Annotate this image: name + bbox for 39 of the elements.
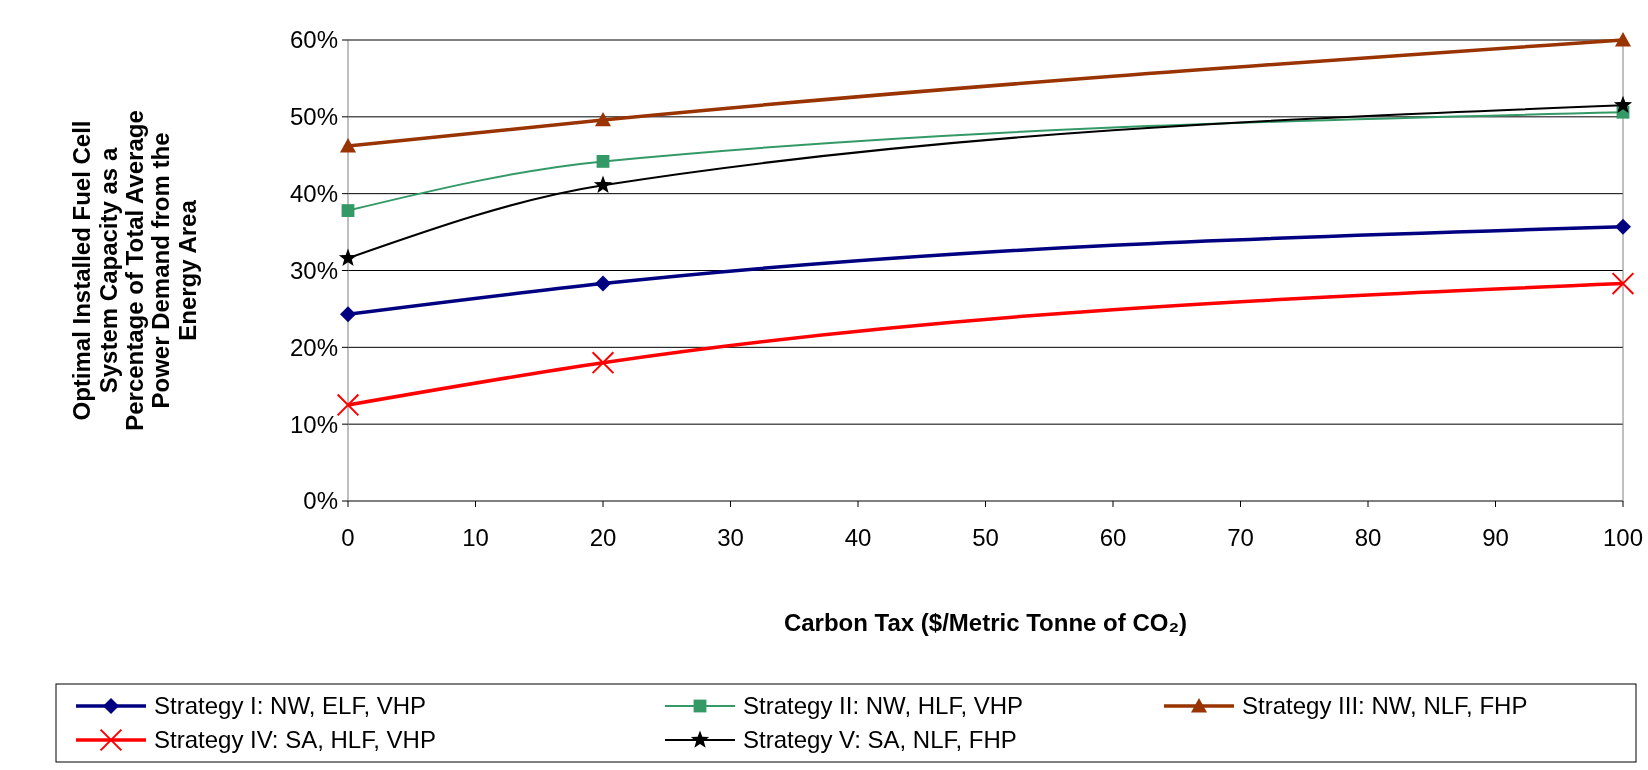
- y-tick-label: 0%: [303, 487, 338, 515]
- legend-label: Strategy II: NW, HLF, VHP: [743, 692, 1024, 720]
- point: [338, 248, 358, 266]
- point: [1615, 218, 1631, 235]
- point: [1613, 95, 1633, 114]
- point: [593, 175, 613, 193]
- point: [596, 155, 610, 168]
- point: [1615, 32, 1631, 47]
- point: [591, 351, 615, 375]
- x-tick-label: 90: [1482, 524, 1509, 551]
- point: [340, 138, 356, 153]
- legend-label: Strategy V: SA, NLF, FHP: [743, 726, 1017, 754]
- x-tick-label: 30: [717, 524, 744, 551]
- y-tick-label: 30%: [289, 256, 338, 284]
- y-tick-label: 20%: [289, 333, 338, 361]
- y-axis-title: Optimal Installed Fuel Cell System Capacity as a Percentage of Total Average Power Demand from the Energy Area: [68, 110, 201, 431]
- legend-label: Strategy I: NW, ELF, VHP: [154, 692, 427, 720]
- y-tick-label: 10%: [289, 410, 338, 438]
- y-tick-label: 50%: [289, 103, 338, 131]
- x-tick-label: 100: [1602, 524, 1644, 551]
- point: [341, 204, 355, 217]
- x-tick-label: 10: [462, 524, 489, 551]
- point: [595, 111, 611, 127]
- x-tick-label: 70: [1227, 524, 1254, 551]
- point: [340, 306, 356, 323]
- x-tick-label: 60: [1099, 524, 1127, 551]
- y-tick-label: 60%: [289, 26, 338, 54]
- x-tick-label: 20: [589, 524, 617, 551]
- y-tick-label: 40%: [289, 180, 338, 208]
- x-tick-label: 50: [972, 524, 999, 551]
- legend-label: Strategy III: NW, NLF, FHP: [1242, 692, 1528, 720]
- x-axis-title: Carbon Tax ($/Metric Tonne of CO₂): [783, 609, 1188, 636]
- point: [1611, 272, 1635, 295]
- point: [595, 275, 611, 292]
- x-tick-label: 0: [341, 524, 355, 551]
- legend-label: Strategy IV: SA, HLF, VHP: [154, 726, 436, 754]
- x-tick-label: 80: [1354, 524, 1382, 551]
- point: [336, 393, 360, 417]
- x-tick-label: 40: [844, 524, 872, 551]
